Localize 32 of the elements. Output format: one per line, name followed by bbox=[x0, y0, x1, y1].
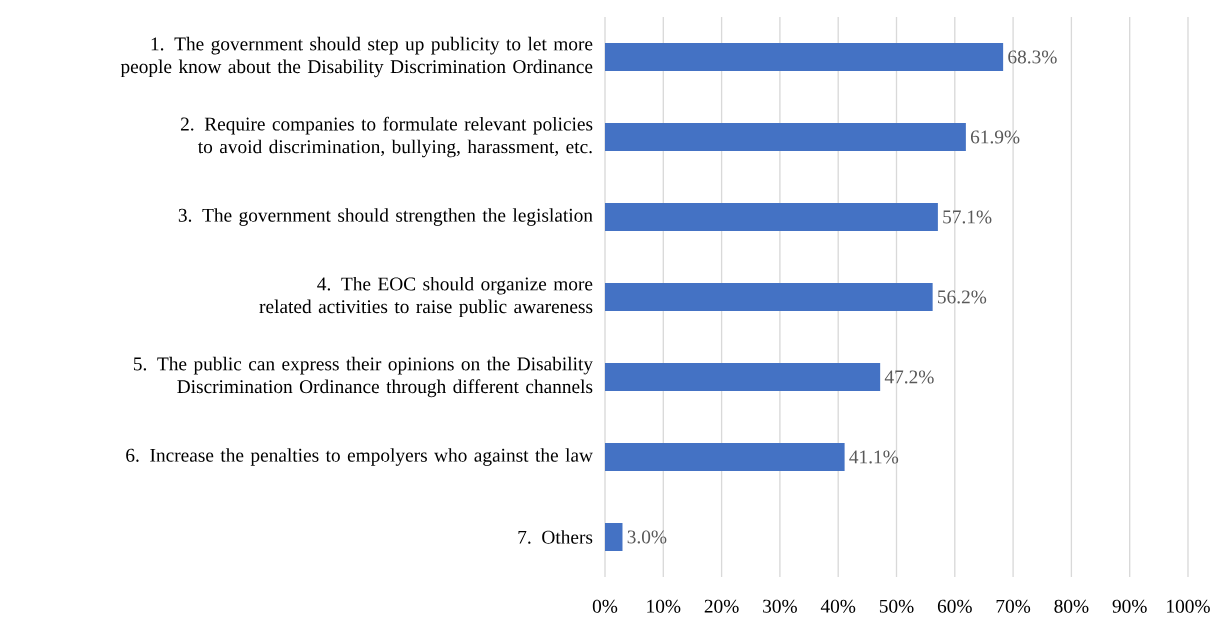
bar bbox=[605, 43, 1004, 72]
y-tick-label: 6. Increase the penalties to empolyers who against the law bbox=[126, 448, 593, 466]
bar bbox=[605, 363, 881, 391]
x-tick-label: 20% bbox=[704, 599, 739, 613]
data-label: 68.3% bbox=[1008, 50, 1057, 64]
x-tick-label: 70% bbox=[996, 599, 1031, 613]
bar bbox=[605, 522, 623, 551]
x-tick-label: 50% bbox=[879, 599, 914, 613]
data-label: 57.1% bbox=[943, 210, 992, 224]
y-tick-label: 7. Others bbox=[518, 530, 593, 544]
x-tick-label: 90% bbox=[1112, 599, 1147, 613]
data-label: 61.9% bbox=[970, 130, 1020, 144]
y-tick-label: 3. The government should strengthen the legislation bbox=[178, 208, 593, 226]
x-tick-label: 60% bbox=[937, 599, 972, 613]
data-label: 41.1% bbox=[849, 450, 899, 464]
x-tick-label: 0% bbox=[592, 599, 618, 613]
x-tick-label: 40% bbox=[820, 599, 856, 613]
data-label: 3.0% bbox=[627, 530, 667, 544]
bar bbox=[605, 123, 966, 151]
bar bbox=[605, 443, 845, 471]
y-tick-label: 1. The government should step up publicity to let more people know about the Disability Discrimination Ordinance bbox=[120, 36, 593, 78]
y-tick-label: 5. The public can express their opinions on the Disability Discrimination Ordinance through different channels bbox=[133, 356, 593, 398]
data-label: 56.2% bbox=[938, 290, 987, 304]
y-tick-label: 2. Require companies to formulate relevant policies to avoid discrimination, bullying, harassment, etc. bbox=[180, 116, 593, 158]
bar bbox=[605, 203, 938, 231]
bar bbox=[605, 283, 933, 311]
x-tick-label: 30% bbox=[763, 599, 797, 613]
data-label: 47.2% bbox=[884, 370, 934, 384]
x-tick-label: 80% bbox=[1054, 599, 1089, 613]
x-tick-label: 100% bbox=[1167, 599, 1210, 613]
y-tick-label: 4. The EOC should organize more related activities to raise public awareness bbox=[259, 276, 593, 318]
x-tick-label: 10% bbox=[647, 599, 681, 613]
